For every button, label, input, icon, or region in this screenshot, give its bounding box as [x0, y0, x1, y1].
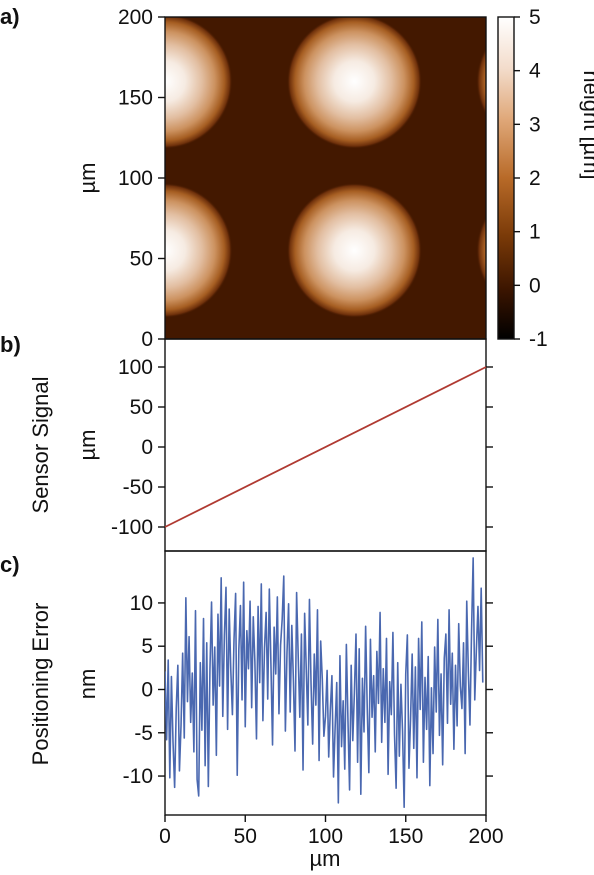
panel-c-ylabel: nm	[75, 669, 100, 700]
colorbar-tick-label: 4	[529, 60, 541, 83]
y-tick-label: -5	[134, 722, 153, 745]
y-tick-label: 50	[130, 396, 153, 419]
x-tick-label: 200	[468, 825, 503, 848]
y-tick-label: -50	[123, 476, 153, 499]
colorbar-tick-label: 5	[529, 6, 541, 29]
panel-a-label: a)	[0, 4, 20, 29]
y-tick-label: 100	[118, 167, 153, 190]
x-tick-label: 50	[234, 825, 257, 848]
y-tick-label: 10	[130, 592, 153, 615]
sensor-signal-line	[164, 366, 487, 528]
y-tick-label: 50	[130, 248, 153, 271]
panel-b: b) 100 50 0 -50 -100 Sensor Signal µm	[0, 332, 493, 552]
colorbar-tick-label: -1	[529, 328, 548, 351]
panel-c-label: c)	[0, 552, 20, 577]
y-tick-label: 100	[118, 356, 153, 379]
positioning-error-line	[165, 557, 484, 809]
heatmap-cap	[476, 215, 486, 286]
colorbar-tick-label: 1	[529, 221, 541, 244]
heatmap-caps	[165, 17, 594, 495]
heatmap-cap	[476, 46, 486, 117]
heatmap-cap	[476, 360, 594, 495]
heatmap-cap	[287, 17, 422, 149]
y-tick-label: 5	[141, 635, 153, 658]
panel-c-outer-ylabel: Positioning Error	[28, 603, 53, 766]
panel-c-x-ticks: 0 50 100 150 200	[159, 815, 504, 848]
y-tick-label: 0	[141, 678, 153, 701]
y-tick-label: 0	[141, 436, 153, 459]
panel-c-series	[165, 557, 484, 809]
panel-b-y-ticks: 100 50 0 -50 -100	[111, 356, 493, 539]
colorbar-tick-label: 0	[529, 274, 541, 297]
x-tick-label: 0	[159, 825, 171, 848]
panel-b-outer-ylabel: Sensor Signal	[28, 377, 53, 514]
panel-c-xlabel: µm	[309, 846, 340, 871]
heatmap-cap	[165, 183, 233, 318]
panel-a-ylabel: µm	[75, 162, 100, 193]
heatmap-cap	[287, 360, 422, 495]
x-tick-label: 150	[388, 825, 423, 848]
colorbar-tick-label: 3	[529, 113, 541, 136]
heatmap-cap	[165, 17, 233, 149]
panel-a-y-ticks: 0 50 100 150 200	[118, 6, 165, 351]
y-tick-label: -100	[111, 516, 153, 539]
colorbar-label: height [µm]	[579, 70, 594, 179]
y-tick-label: 0	[141, 328, 153, 351]
x-tick-label: 100	[308, 825, 343, 848]
panel-a: a) 0 50 100 150 200 µm -1 0 1 2 3 4 5 height [µm]	[0, 4, 594, 495]
y-tick-label: 150	[118, 87, 153, 110]
colorbar-ticks: -1 0 1 2 3 4 5	[514, 6, 548, 351]
colorbar-tick-label: 2	[529, 167, 541, 190]
panel-c-y-ticks: 10 5 0 -5 -10	[123, 592, 493, 788]
heatmap-cap	[286, 183, 422, 318]
colorbar	[498, 17, 514, 339]
y-tick-label: 200	[118, 6, 153, 29]
panel-b-series	[164, 366, 487, 528]
panel-b-label: b)	[0, 332, 21, 357]
panel-b-frame	[164, 338, 487, 552]
panel-b-ylabel: µm	[75, 429, 100, 460]
y-tick-label: -10	[123, 765, 153, 788]
